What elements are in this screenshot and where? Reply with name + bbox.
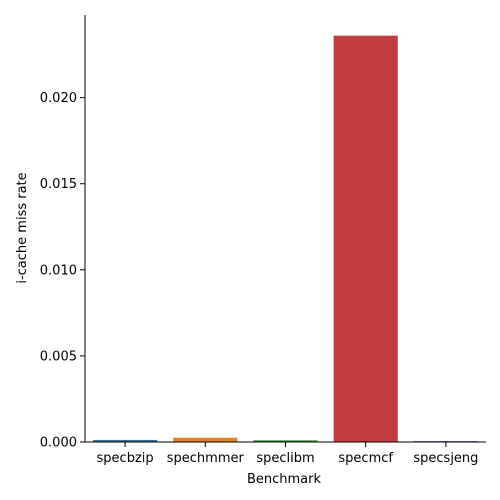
x-tick-label: specbzip xyxy=(97,451,154,466)
y-axis-ticks: 0.000 0.005 0.010 0.015 0.020 xyxy=(40,91,85,451)
x-axis-ticks: specbzip spechmmer speclibm specmcf specsjen… xyxy=(97,442,478,466)
bar-spechmmer xyxy=(173,437,238,442)
x-tick-label: specmcf xyxy=(338,451,393,466)
y-tick-label: 0.015 xyxy=(40,177,77,192)
bar-specbzip xyxy=(93,439,158,442)
x-tick-label: spechmmer xyxy=(167,451,245,466)
y-tick-label: 0.020 xyxy=(40,91,77,106)
y-tick-label: 0.005 xyxy=(40,349,77,364)
y-axis-label: i-cache miss rate xyxy=(15,172,30,283)
y-tick-label: 0.010 xyxy=(40,263,77,278)
bar-speclibm xyxy=(253,440,318,442)
bars-group xyxy=(93,35,478,442)
x-tick-label: specsjeng xyxy=(413,451,478,466)
bar-specmcf xyxy=(333,35,398,442)
y-tick-label: 0.000 xyxy=(40,436,77,451)
x-axis-label: Benchmark xyxy=(247,472,322,487)
x-tick-label: speclibm xyxy=(256,451,314,466)
